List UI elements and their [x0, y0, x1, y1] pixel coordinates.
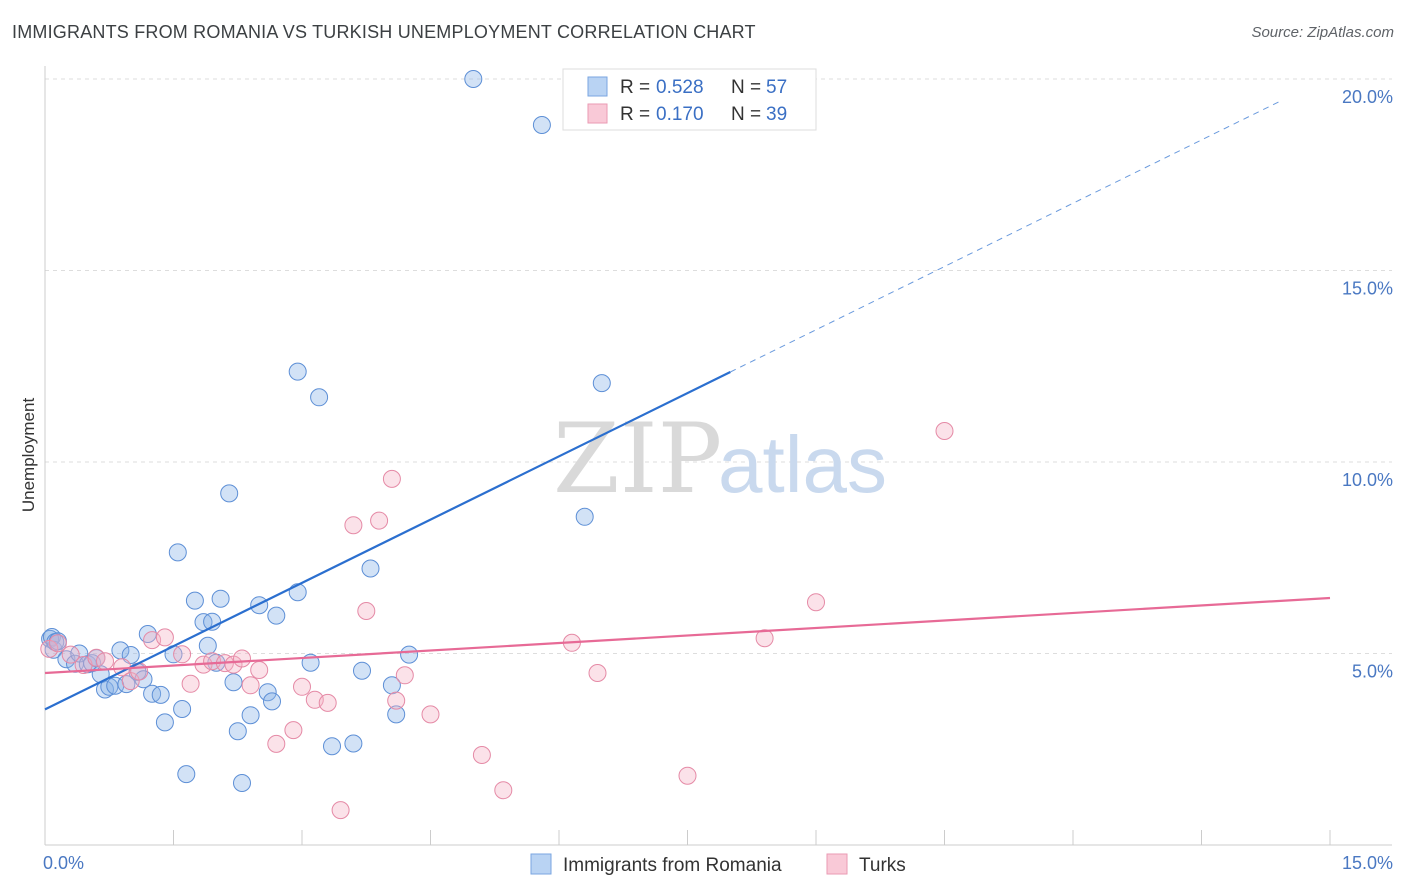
- romania-point-22: [151, 685, 170, 704]
- turks-point-2: [61, 645, 80, 664]
- romania-point-37: [233, 774, 251, 792]
- trend-lines: [44, 101, 1331, 711]
- y-tick-label-0: 5.0%: [1352, 662, 1393, 682]
- legend-r-value-1: 0.528: [656, 77, 704, 98]
- romania-point-30: [198, 636, 217, 655]
- romania-point-52: [387, 705, 406, 724]
- romania-trend-extension: [730, 101, 1279, 373]
- turks-point-37: [678, 766, 697, 785]
- romania-point-17: [121, 646, 140, 664]
- watermark-atlas: atlas: [718, 420, 887, 509]
- romania-point-42: [267, 606, 286, 625]
- turks-point-25: [331, 801, 350, 820]
- turks-point-10: [155, 628, 174, 647]
- turks-trend-line: [44, 596, 1331, 675]
- turks-point-29: [382, 469, 401, 488]
- turks-point-19: [250, 661, 269, 679]
- romania-point-49: [353, 661, 371, 680]
- romania-point-34: [220, 484, 239, 503]
- romania-point-46: [310, 388, 329, 407]
- watermark-zip: ZIP: [553, 403, 722, 515]
- romania-point-55: [532, 116, 551, 134]
- turks-point-36: [588, 664, 607, 682]
- turks-point-34: [494, 781, 513, 800]
- y-axis-label: Unemployment: [19, 398, 38, 513]
- legend-n-value-2: 39: [766, 104, 787, 125]
- romania-point-35: [224, 673, 243, 692]
- legend-r-value-2: 0.170: [656, 104, 704, 125]
- romania-point-53: [400, 645, 419, 664]
- turks-point-30: [387, 691, 406, 710]
- turks-point-18: [241, 676, 260, 695]
- data-points: [40, 70, 954, 820]
- bottom-legend-romania: Immigrants from Romania: [563, 855, 782, 876]
- turks-point-17: [233, 649, 251, 668]
- legend-swatch-turks: [587, 103, 608, 124]
- romania-point-40: [258, 683, 277, 702]
- x-tick-label-0: 0.0%: [43, 853, 84, 873]
- romania-point-56: [575, 507, 594, 526]
- turks-point-12: [181, 674, 200, 693]
- turks-point-26: [344, 516, 363, 535]
- legend-r-label-2: R =: [620, 104, 650, 125]
- romania-point-25: [168, 543, 187, 562]
- romania-point-36: [228, 722, 247, 741]
- turks-point-0: [40, 639, 59, 658]
- turks-point-22: [293, 677, 311, 696]
- turks-point-38: [755, 629, 774, 648]
- legend-n-label-2: N =: [731, 104, 761, 125]
- bottom-legend-swatch-turks: [826, 853, 848, 875]
- romania-point-57: [592, 374, 611, 393]
- romania-point-45: [288, 362, 307, 381]
- stats-legend: R = 0.528 N = 57 R = 0.170 N = 39: [562, 68, 817, 131]
- romania-trend-line: [44, 371, 731, 711]
- legend-n-label-1: N =: [731, 77, 761, 98]
- romania-point-26: [173, 700, 192, 718]
- romania-point-41: [263, 692, 281, 711]
- bottom-legend-swatch-romania: [530, 853, 552, 875]
- turks-point-11: [173, 645, 192, 664]
- chart-title: IMMIGRANTS FROM ROMANIA VS TURKISH UNEMP…: [12, 22, 756, 42]
- romania-point-43: [288, 583, 307, 602]
- romania-point-48: [344, 734, 363, 753]
- axes: [44, 66, 1392, 846]
- legend-swatch-romania: [587, 76, 608, 97]
- source-label: Source: ZipAtlas.com: [1251, 24, 1394, 41]
- turks-point-40: [935, 422, 954, 440]
- turks-point-24: [318, 693, 337, 712]
- romania-point-54: [464, 70, 483, 88]
- romania-point-39: [250, 596, 269, 615]
- romania-point-33: [211, 589, 230, 608]
- legend-n-value-1: 57: [766, 77, 787, 98]
- legend-r-label-1: R =: [620, 77, 650, 98]
- watermark: ZIP atlas: [553, 403, 887, 515]
- turks-point-32: [421, 705, 440, 724]
- turks-point-21: [284, 721, 303, 740]
- y-tick-label-1: 10.0%: [1342, 470, 1393, 490]
- turks-point-31: [395, 666, 414, 685]
- turks-point-20: [267, 734, 286, 753]
- turks-point-28: [370, 511, 389, 530]
- turks-point-39: [807, 593, 825, 612]
- turks-point-27: [357, 602, 376, 620]
- gridlines: [45, 78, 1392, 654]
- y-tick-labels: 5.0% 10.0% 15.0% 20.0%: [1342, 87, 1393, 682]
- bottom-legend-turks: Turks: [859, 855, 906, 876]
- romania-point-23: [155, 713, 174, 732]
- turks-point-5: [96, 652, 114, 671]
- series-legend: Immigrants from Romania Turks: [530, 853, 906, 876]
- romania-point-27: [177, 765, 196, 784]
- x-tick-labels: 0.0% 15.0%: [43, 853, 1393, 873]
- turks-point-1: [48, 634, 67, 653]
- y-tick-label-2: 15.0%: [1342, 279, 1393, 299]
- romania-point-50: [361, 559, 380, 578]
- romania-point-28: [185, 591, 204, 610]
- romania-point-38: [241, 706, 260, 725]
- y-tick-label-3: 20.0%: [1342, 87, 1393, 107]
- turks-point-33: [472, 746, 491, 764]
- x-tick-label-1: 15.0%: [1342, 853, 1393, 873]
- romania-point-47: [323, 737, 341, 756]
